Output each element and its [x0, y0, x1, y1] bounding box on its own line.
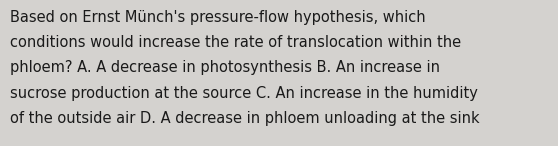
Text: sucrose production at the source C. An increase in the humidity: sucrose production at the source C. An i…: [10, 86, 478, 101]
Text: of the outside air D. A decrease in phloem unloading at the sink: of the outside air D. A decrease in phlo…: [10, 111, 480, 126]
Text: conditions would increase the rate of translocation within the: conditions would increase the rate of tr…: [10, 35, 461, 50]
Text: phloem? A. A decrease in photosynthesis B. An increase in: phloem? A. A decrease in photosynthesis …: [10, 60, 440, 75]
Text: Based on Ernst Münch's pressure-flow hypothesis, which: Based on Ernst Münch's pressure-flow hyp…: [10, 10, 426, 25]
